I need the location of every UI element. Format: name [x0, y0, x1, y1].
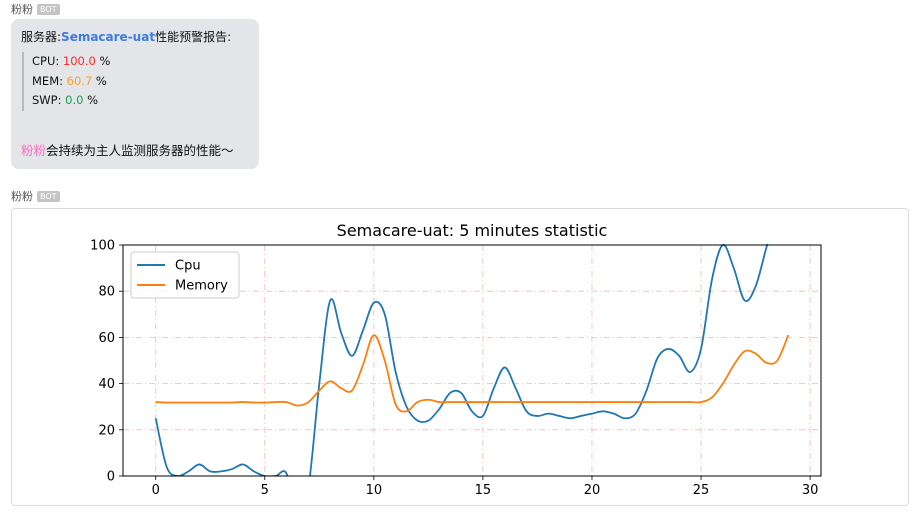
metric-value: 0.0: [65, 93, 84, 107]
chart-image-card[interactable]: Semacare-uat: 5 minutes statistic 0 5 10 15…: [11, 208, 909, 506]
chart-ticks: 0 5 10 15 20 25 30 0 20 40 60 80 100: [90, 239, 818, 499]
plot-frame: [122, 244, 822, 477]
metric-unit: %: [95, 73, 107, 88]
footer-text: 会持续为主人监测服务器的性能～: [46, 143, 234, 158]
legend-label: Memory: [175, 279, 228, 294]
metrics-quote: CPU: 100.0 % MEM: 60.7 % SWP: 0.0 %: [22, 52, 249, 111]
chart-title: Semacare-uat: 5 minutes statistic: [337, 221, 608, 240]
footer-bot-name: 粉粉: [21, 143, 47, 158]
footer-line: 粉粉会持续为主人监测服务器的性能～: [21, 140, 234, 159]
alert-title: 服务器:Semacare-uat性能预警报告:: [21, 28, 249, 46]
metric-value: 60.7: [66, 73, 93, 88]
metric-swp: SWP: 0.0 %: [32, 91, 249, 111]
x-tick-label: 15: [475, 483, 492, 498]
chart-legend: Cpu Memory: [130, 251, 240, 299]
sender-name: 粉粉: [11, 190, 33, 203]
metric-label: CPU:: [32, 54, 60, 68]
metric-value: 100.0: [62, 54, 96, 68]
y-tick-label: 100: [90, 239, 115, 254]
message-sender: 粉粉 BOT: [11, 188, 60, 204]
metric-label: SWP:: [32, 93, 62, 107]
metric-cpu: CPU: 100.0 %: [32, 52, 249, 72]
x-tick-label: 5: [261, 483, 269, 498]
series-line-memory: [155, 334, 790, 413]
title-prefix: 服务器:: [21, 30, 62, 44]
sender-name: 粉粉: [11, 3, 33, 16]
x-tick-label: 0: [152, 483, 160, 498]
chart-series-layer: [154, 244, 790, 476]
alert-message-bubble: 服务器:Semacare-uat性能预警报告: CPU: 100.0 % MEM…: [11, 19, 259, 169]
y-tick-label: 0: [107, 470, 115, 485]
x-tick-label: 20: [584, 483, 601, 498]
metric-label: MEM:: [32, 73, 63, 88]
x-tick-label: 30: [802, 483, 819, 498]
metric-unit: %: [87, 93, 99, 107]
line-chart: Semacare-uat: 5 minutes statistic 0 5 10 15…: [90, 221, 822, 499]
metric-unit: %: [99, 54, 111, 68]
y-tick-label: 80: [98, 285, 115, 300]
x-tick-label: 10: [366, 483, 383, 498]
y-tick-label: 40: [98, 377, 115, 392]
legend-box: [130, 251, 240, 299]
message-sender: 粉粉 BOT: [11, 1, 60, 17]
server-name: Semacare-uat: [61, 30, 156, 44]
y-tick-label: 20: [98, 423, 115, 438]
bot-badge: BOT: [37, 3, 60, 15]
title-suffix: 性能预警报告:: [155, 30, 232, 44]
series-line-cpu: [154, 244, 769, 476]
metric-mem: MEM: 60.7 %: [32, 72, 249, 92]
bot-badge: BOT: [37, 190, 60, 202]
legend-label: Cpu: [175, 259, 201, 274]
x-tick-label: 25: [693, 483, 710, 498]
y-tick-label: 60: [98, 331, 115, 346]
